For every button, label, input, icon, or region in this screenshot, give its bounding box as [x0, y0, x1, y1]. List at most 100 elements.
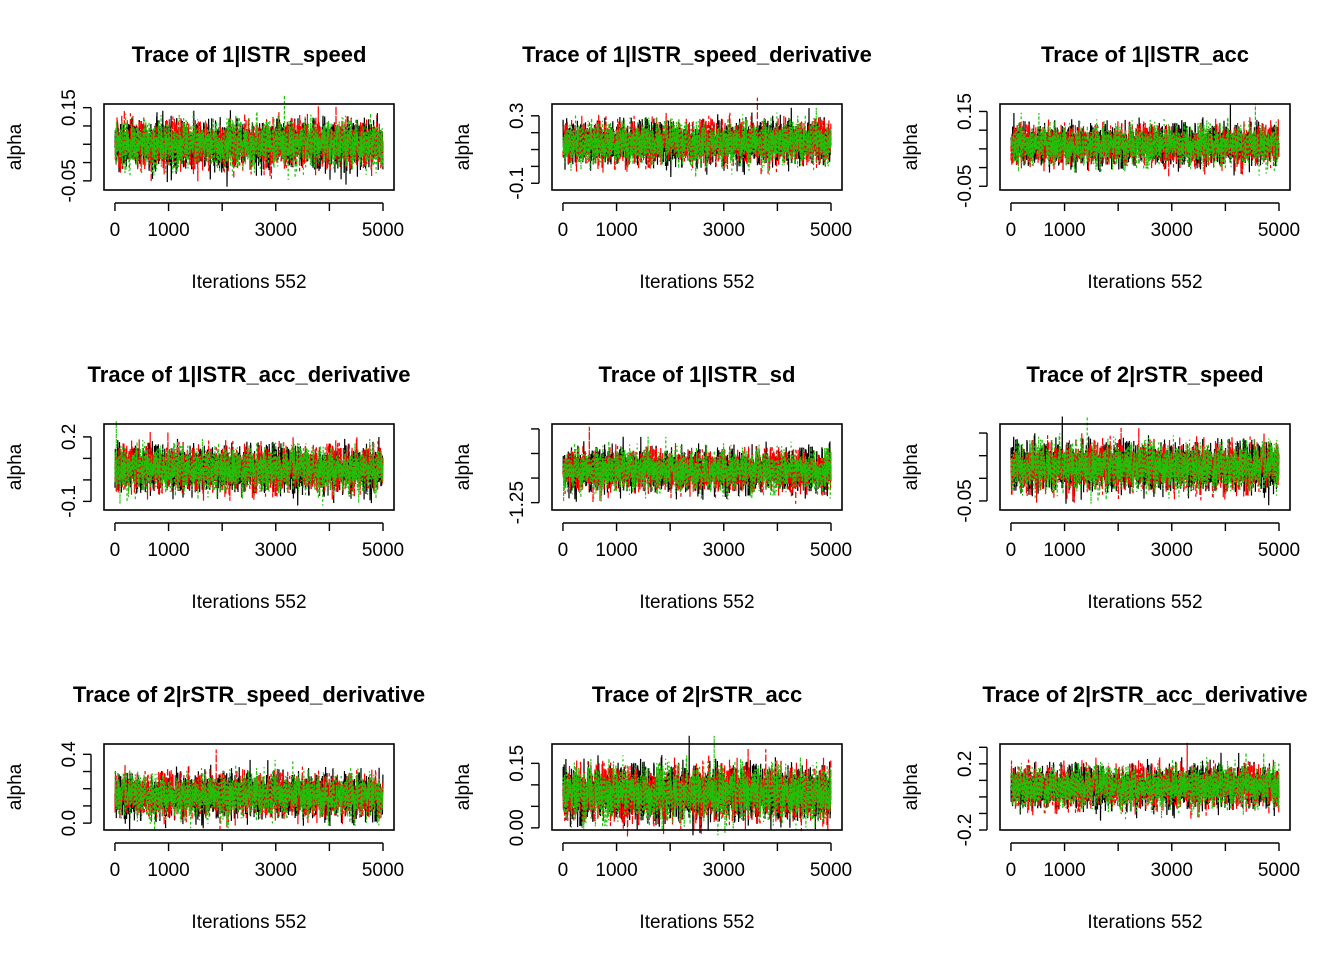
- panel-title: Trace of 2|rSTR_acc_derivative: [982, 682, 1307, 707]
- chain-2-trace: [562, 748, 832, 838]
- x-tick-label: 1000: [147, 540, 189, 561]
- x-tick-label: 3000: [255, 540, 297, 561]
- trace-panel: 0 1000 3000 5000 -0.05 Trace of 2|rSTR_speed I…: [901, 362, 1300, 613]
- panel-title: Trace of 1|lSTR_acc_derivative: [88, 362, 411, 387]
- panel-title: Trace of 1|lSTR_sd: [599, 362, 796, 387]
- trace-panel: 0 1000 3000 5000 -0.2 0.2 Trace of 2|rSTR_acc_…: [901, 682, 1308, 933]
- x-tick-label: 3000: [255, 220, 297, 241]
- y-tick-label: -0.05: [955, 165, 976, 208]
- y-axis-label: alpha: [453, 763, 474, 810]
- x-tick-label: 1000: [595, 860, 637, 881]
- y-tick-label: -0.1: [507, 167, 528, 200]
- x-tick-label: 1000: [147, 860, 189, 881]
- y-tick-label: 0.4: [59, 741, 80, 768]
- x-tick-label: 0: [558, 220, 569, 241]
- y-tick-label: 0.2: [59, 424, 80, 450]
- x-tick-label: 5000: [1258, 220, 1300, 241]
- y-tick-label: 0.3: [507, 103, 528, 129]
- x-axis-label: Iterations 552: [191, 592, 306, 613]
- x-tick-label: 1000: [1043, 540, 1085, 561]
- y-axis-label: alpha: [5, 443, 26, 490]
- x-tick-label: 3000: [1151, 540, 1193, 561]
- y-axis-label: alpha: [901, 443, 922, 490]
- y-tick-label: 0.15: [955, 93, 976, 130]
- panel-title: Trace of 1|lSTR_speed_derivative: [522, 42, 872, 67]
- x-tick-label: 5000: [810, 860, 852, 881]
- y-tick-label: 0.00: [507, 809, 528, 846]
- x-axis-label: Iterations 552: [639, 272, 754, 293]
- panel-title: Trace of 2|rSTR_acc: [592, 682, 802, 707]
- y-tick-label: -0.05: [59, 159, 80, 202]
- y-axis-label: alpha: [5, 763, 26, 810]
- y-tick-label: -1.25: [507, 481, 528, 524]
- chain-3-trace: [562, 107, 832, 178]
- x-tick-label: 0: [110, 540, 121, 561]
- trace-panel: 0 1000 3000 5000 -0.05 0.15 Trace of 1|lSTR_sp…: [5, 42, 404, 293]
- x-tick-label: 0: [110, 860, 121, 881]
- x-axis-label: Iterations 552: [639, 592, 754, 613]
- x-tick-label: 3000: [255, 860, 297, 881]
- x-tick-label: 1000: [595, 220, 637, 241]
- chain-3-trace: [1010, 103, 1280, 176]
- x-tick-label: 5000: [362, 860, 404, 881]
- panel-title: Trace of 1|lSTR_speed: [132, 42, 367, 67]
- x-axis-label: Iterations 552: [191, 272, 306, 293]
- x-tick-label: 3000: [703, 220, 745, 241]
- x-tick-label: 5000: [1258, 540, 1300, 561]
- x-tick-label: 3000: [1151, 220, 1193, 241]
- y-axis-label: alpha: [901, 763, 922, 810]
- x-tick-label: 5000: [1258, 860, 1300, 881]
- panel-title: Trace of 2|rSTR_speed: [1026, 362, 1263, 387]
- x-axis-label: Iterations 552: [639, 912, 754, 933]
- plot-frame: [103, 743, 395, 831]
- plot-frame: [551, 103, 843, 191]
- x-tick-label: 0: [1006, 540, 1017, 561]
- y-tick-label: 0.15: [507, 745, 528, 782]
- x-tick-label: 5000: [810, 540, 852, 561]
- plot-frame: [103, 103, 395, 191]
- trace-panel: 0 1000 3000 5000 0.0 0.4 Trace of 2|rSTR_speed…: [5, 682, 425, 933]
- x-tick-label: 5000: [810, 220, 852, 241]
- plot-frame: [551, 743, 843, 831]
- chain-3-trace: [114, 759, 384, 831]
- chain-3-trace: [1010, 416, 1280, 504]
- trace-panel: 0 1000 3000 5000 -0.1 0.3 Trace of 1|lSTR_spee…: [453, 42, 872, 293]
- panel-title: Trace of 2|rSTR_speed_derivative: [73, 682, 425, 707]
- trace-panel: 0 1000 3000 5000 0.00 0.15 Trace of 2|rSTR_acc…: [453, 682, 852, 933]
- y-tick-label: 0.2: [955, 751, 976, 777]
- y-tick-label: -0.1: [59, 485, 80, 518]
- plot-frame: [551, 423, 843, 511]
- panel-title: Trace of 1|lSTR_acc: [1041, 42, 1249, 67]
- x-axis-label: Iterations 552: [191, 912, 306, 933]
- x-tick-label: 0: [1006, 860, 1017, 881]
- x-tick-label: 1000: [147, 220, 189, 241]
- chain-3-trace: [114, 95, 384, 180]
- plot-frame: [103, 423, 395, 511]
- x-tick-label: 1000: [595, 540, 637, 561]
- y-axis-label: alpha: [5, 123, 26, 170]
- x-axis-label: Iterations 552: [1087, 592, 1202, 613]
- trace-panel: 0 1000 3000 5000 -0.05 0.15 Trace of 1|lSTR_ac…: [901, 42, 1300, 293]
- trace-panel: 0 1000 3000 5000 -0.1 0.2 Trace of 1|lSTR_acc_…: [5, 362, 410, 613]
- x-tick-label: 0: [110, 220, 121, 241]
- chain-3-trace: [1010, 752, 1280, 821]
- y-tick-label: 0.15: [59, 89, 80, 126]
- x-axis-label: Iterations 552: [1087, 912, 1202, 933]
- chain-3-trace: [562, 735, 832, 836]
- x-tick-label: 3000: [1151, 860, 1193, 881]
- y-axis-label: alpha: [453, 123, 474, 170]
- chain-3-trace: [562, 436, 832, 502]
- x-tick-label: 3000: [703, 540, 745, 561]
- x-tick-label: 5000: [362, 220, 404, 241]
- y-tick-label: 0.0: [59, 810, 80, 836]
- chain-3-trace: [114, 421, 384, 506]
- x-tick-label: 0: [558, 540, 569, 561]
- x-tick-label: 0: [1006, 220, 1017, 241]
- x-tick-label: 1000: [1043, 860, 1085, 881]
- y-axis-label: alpha: [453, 443, 474, 490]
- x-tick-label: 1000: [1043, 220, 1085, 241]
- trace-panel: 0 1000 3000 5000 -1.25 Trace of 1|lSTR_sd Iter…: [453, 362, 852, 613]
- y-tick-label: -0.2: [955, 814, 976, 847]
- plot-frame: [999, 103, 1291, 191]
